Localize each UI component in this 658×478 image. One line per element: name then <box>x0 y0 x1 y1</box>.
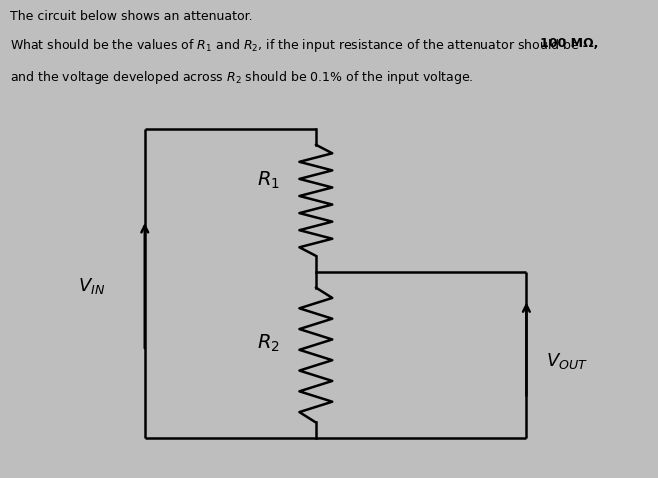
Text: $R_2$: $R_2$ <box>257 333 280 354</box>
Text: 100 MΩ,: 100 MΩ, <box>540 37 598 50</box>
Text: What should be the values of $R_1$ and $R_2$, if the input resistance of the att: What should be the values of $R_1$ and $… <box>10 37 580 54</box>
Text: $V_{IN}$: $V_{IN}$ <box>78 276 105 295</box>
Text: $V_{OUT}$: $V_{OUT}$ <box>546 351 588 371</box>
Text: The circuit below shows an attenuator.: The circuit below shows an attenuator. <box>10 10 253 23</box>
Text: and the voltage developed across $R_2$ should be 0.1% of the input voltage.: and the voltage developed across $R_2$ s… <box>10 69 474 86</box>
Text: $R_1$: $R_1$ <box>257 170 280 191</box>
